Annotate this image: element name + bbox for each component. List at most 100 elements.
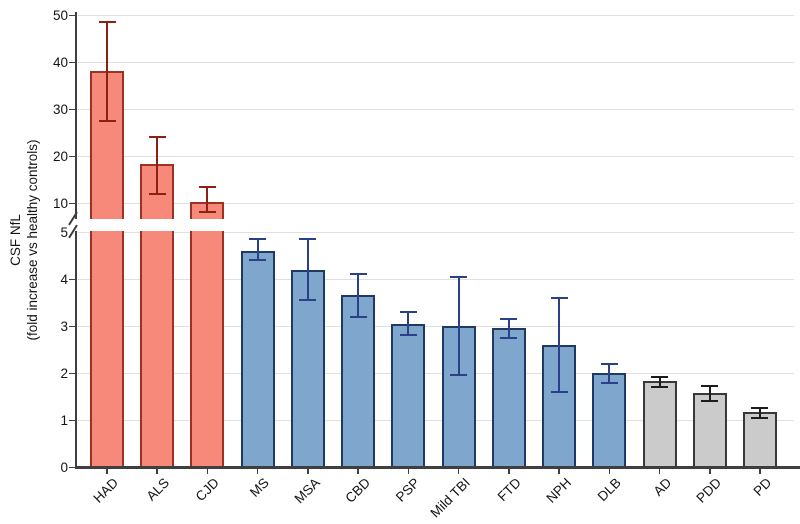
error-bar-cap-high-mild-tbi bbox=[450, 275, 468, 278]
gridline-10 bbox=[78, 202, 794, 204]
y-tick-label-50: 50 bbox=[52, 7, 68, 23]
error-bar-cap-high-cjd bbox=[198, 186, 216, 189]
y-tick-1 bbox=[69, 419, 75, 421]
error-bar-line-pd bbox=[758, 408, 761, 418]
x-tick-label-nph: NPH bbox=[542, 475, 574, 506]
error-bar-line-msa bbox=[306, 239, 309, 301]
error-bar-cap-high-psp bbox=[399, 310, 417, 313]
gridline-40 bbox=[78, 61, 794, 63]
error-bar-line-cbd bbox=[357, 274, 360, 317]
y-tick-40 bbox=[69, 61, 75, 63]
x-tick-ad bbox=[658, 469, 661, 474]
error-bar-cap-high-nph bbox=[550, 296, 568, 299]
x-tick-cbd bbox=[357, 469, 359, 474]
error-bar-line-ftd bbox=[507, 318, 510, 338]
x-tick-label-ms: MS bbox=[247, 475, 273, 500]
bar-cbd bbox=[341, 295, 376, 467]
error-bar-cap-low-msa bbox=[299, 299, 317, 302]
error-bar-cap-low-pdd bbox=[701, 400, 719, 403]
x-tick-pd bbox=[759, 469, 761, 474]
bar-dlb bbox=[592, 373, 627, 467]
gridline-30 bbox=[78, 108, 794, 110]
bar-had bbox=[90, 71, 124, 467]
gridline-20 bbox=[78, 155, 794, 157]
y-axis-line-lower bbox=[75, 231, 77, 467]
error-bar-cap-low-cjd bbox=[198, 211, 216, 214]
gridline-4 bbox=[78, 278, 794, 280]
bar-als bbox=[140, 164, 175, 467]
x-tick-label-pdd: PDD bbox=[693, 475, 725, 506]
x-tick-label-psp: PSP bbox=[393, 475, 423, 505]
x-tick-label-msa: MSA bbox=[291, 475, 323, 507]
x-tick-label-ftd: FTD bbox=[494, 475, 524, 505]
error-bar-cap-high-dlb bbox=[600, 362, 618, 365]
error-bar-cap-high-cbd bbox=[349, 273, 367, 276]
bar-ad bbox=[642, 381, 677, 467]
x-tick-label-als: ALS bbox=[143, 475, 172, 504]
error-bar-line-dlb bbox=[608, 363, 611, 384]
y-tick-3 bbox=[69, 325, 75, 327]
gridline-50 bbox=[78, 14, 794, 16]
x-tick-mild-tbi bbox=[457, 469, 460, 474]
gridline-1 bbox=[78, 419, 794, 421]
error-bar-cap-low-mild-tbi bbox=[450, 374, 468, 377]
error-bar-cap-high-pd bbox=[751, 407, 769, 410]
x-tick-label-cbd: CBD bbox=[341, 475, 373, 506]
y-tick-10 bbox=[69, 202, 75, 204]
y-tick-4 bbox=[69, 278, 75, 280]
x-tick-ftd bbox=[508, 469, 510, 474]
error-bar-line-had bbox=[106, 22, 108, 121]
gridline-2 bbox=[78, 372, 794, 374]
y-tick-2 bbox=[69, 372, 75, 374]
y-tick-20 bbox=[69, 155, 75, 157]
error-bar-line-ad bbox=[658, 376, 661, 388]
x-tick-pdd bbox=[709, 469, 711, 474]
x-tick-nph bbox=[558, 469, 560, 474]
error-bar-cap-high-had bbox=[98, 21, 116, 24]
gridline-3 bbox=[78, 325, 794, 327]
y-tick-label-40: 40 bbox=[52, 54, 68, 70]
x-tick-als bbox=[156, 469, 158, 474]
bar-cjd bbox=[190, 201, 225, 467]
y-axis-line-upper bbox=[75, 12, 77, 219]
error-bar-cap-low-nph bbox=[550, 390, 568, 393]
x-tick-ms bbox=[256, 469, 259, 474]
x-tick-label-mild-tbi: Mild TBI bbox=[427, 475, 474, 521]
bar-pdd bbox=[692, 392, 727, 467]
bar-psp bbox=[391, 323, 426, 467]
y-tick-0 bbox=[69, 466, 75, 468]
y-tick-label-10: 10 bbox=[52, 195, 68, 211]
error-bar-cap-low-psp bbox=[399, 334, 417, 337]
y-tick-label-2: 2 bbox=[60, 365, 68, 381]
error-bar-cap-low-dlb bbox=[600, 382, 618, 385]
y-tick-label-30: 30 bbox=[52, 101, 68, 117]
error-bar-cap-high-pdd bbox=[701, 384, 719, 387]
y-tick-label-3: 3 bbox=[60, 318, 68, 334]
error-bar-line-als bbox=[156, 137, 159, 194]
y-tick-label-0: 0 bbox=[60, 459, 68, 475]
x-tick-label-cjd: CJD bbox=[192, 475, 223, 505]
error-bar-cap-low-ftd bbox=[500, 336, 518, 339]
error-bar-line-cjd bbox=[206, 187, 209, 213]
error-bar-cap-low-ms bbox=[249, 259, 267, 262]
y-tick-label-5: 5 bbox=[60, 224, 68, 240]
error-bar-line-ms bbox=[256, 239, 259, 261]
y-tick-50 bbox=[69, 14, 75, 16]
x-tick-cjd bbox=[206, 469, 209, 474]
x-tick-label-dlb: DLB bbox=[594, 475, 624, 505]
axis-break-band bbox=[78, 219, 794, 231]
x-tick-label-ad: AD bbox=[650, 475, 675, 499]
gridline-5 bbox=[78, 231, 794, 233]
x-axis-line bbox=[75, 466, 800, 469]
error-bar-cap-high-ms bbox=[249, 238, 267, 241]
error-bar-cap-low-had bbox=[98, 119, 116, 122]
error-bar-cap-high-ad bbox=[651, 375, 669, 378]
error-bar-cap-high-als bbox=[148, 136, 166, 139]
error-bar-line-psp bbox=[407, 311, 410, 336]
y-tick-label-4: 4 bbox=[60, 271, 68, 287]
error-bar-cap-low-als bbox=[148, 192, 166, 195]
bar-msa bbox=[290, 269, 325, 467]
error-bar-cap-high-msa bbox=[299, 238, 317, 241]
